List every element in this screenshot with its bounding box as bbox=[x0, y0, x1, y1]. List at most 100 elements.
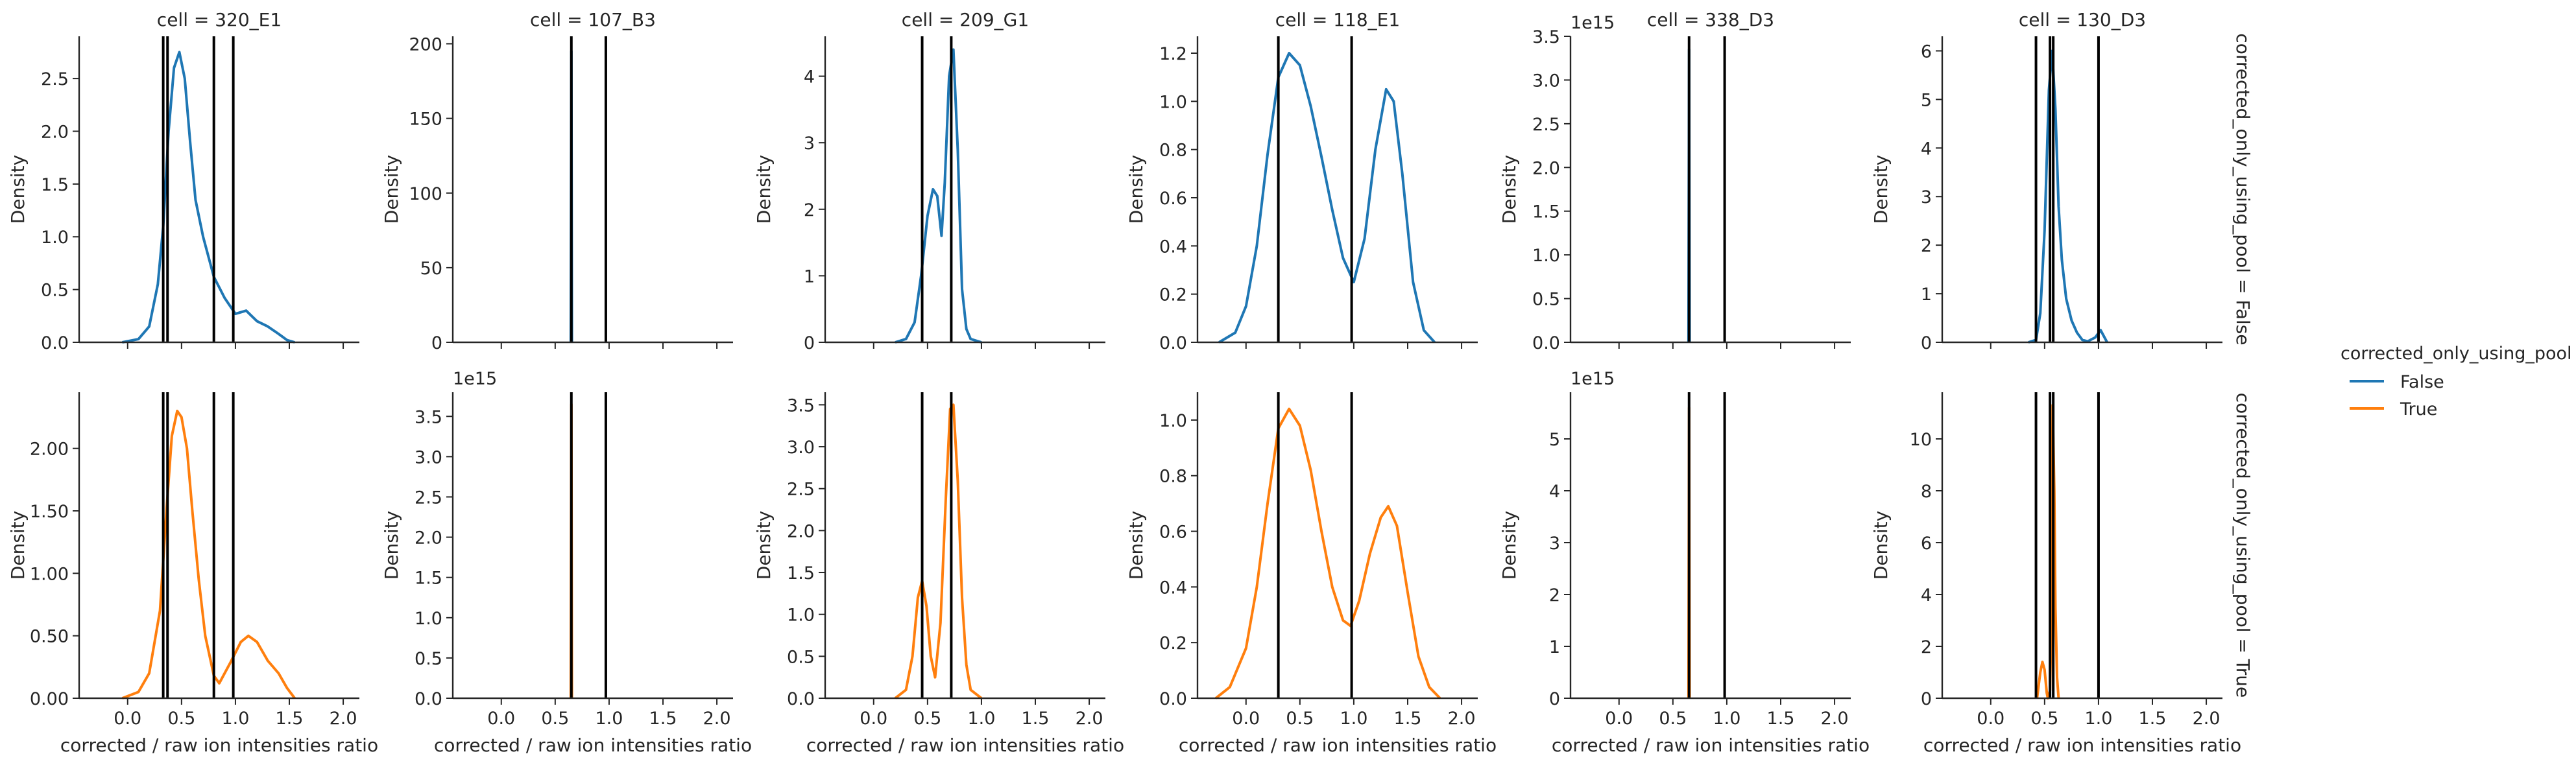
y-tick-label: 2.0 bbox=[787, 521, 815, 541]
y-tick-label: 100 bbox=[409, 184, 442, 204]
y-tick-label: 50 bbox=[420, 259, 442, 279]
y-tick-label: 1 bbox=[804, 266, 815, 287]
y-tick-label: 3.5 bbox=[787, 395, 815, 416]
y-tick-label: 2 bbox=[804, 200, 815, 220]
y-tick-label: 3.0 bbox=[787, 438, 815, 458]
y-tick-label: 3 bbox=[804, 134, 815, 154]
y-offset-label: 1e15 bbox=[1571, 13, 1615, 33]
panel-r0-c4: 0.0 0.5 1.0 1.5 2.0 2.5 3.0 3.5 Density 1e15 cell … bbox=[1499, 9, 1851, 353]
y-axis-label: Density bbox=[1125, 511, 1147, 580]
y-tick-label: 2 bbox=[1549, 585, 1560, 606]
y-tick-label: 3.0 bbox=[1532, 71, 1560, 91]
y-tick-label: 0 bbox=[804, 333, 815, 353]
x-tick-label: 0.0 bbox=[860, 709, 887, 729]
y-tick-label: 0.6 bbox=[1159, 523, 1187, 543]
y-tick-label: 1 bbox=[1549, 637, 1560, 657]
panel-r0-c0: 0.0 0.5 1.0 1.5 2.0 2.5 Density cell = 320_E1 bbox=[7, 9, 359, 353]
y-tick-label: 1.0 bbox=[1159, 92, 1187, 112]
x-tick-label: 0.5 bbox=[1659, 709, 1687, 729]
x-tick-label: 2.0 bbox=[330, 709, 357, 729]
y-tick-label: 200 bbox=[409, 35, 442, 55]
panel-r1-c3: 0.0 0.2 0.4 0.6 0.8 1.0 0.0 0.5 1.0 1.5 2.0 Density… bbox=[1125, 392, 1497, 756]
x-tick-label: 1.0 bbox=[2084, 709, 2112, 729]
x-tick-label: 1.0 bbox=[967, 709, 995, 729]
y-axis-label: Density bbox=[1499, 511, 1520, 580]
x-axis-label: corrected / raw ion intensities ratio bbox=[1552, 735, 1870, 756]
x-tick-label: 1.5 bbox=[1394, 709, 1422, 729]
density-curve-false bbox=[1218, 52, 1436, 344]
column-title: cell = 118_E1 bbox=[1275, 9, 1400, 30]
y-tick-label: 0.0 bbox=[1159, 333, 1187, 353]
x-tick-label: 0.0 bbox=[487, 709, 515, 729]
y-tick-label: 0.2 bbox=[1159, 633, 1187, 653]
y-tick-label: 1.2 bbox=[1159, 44, 1187, 64]
x-tick-label: 1.0 bbox=[1713, 709, 1740, 729]
density-curve-false bbox=[2028, 49, 2108, 344]
x-tick-label: 1.5 bbox=[1022, 709, 1050, 729]
x-tick-label: 1.5 bbox=[2139, 709, 2167, 729]
y-axis-label: Density bbox=[1125, 155, 1147, 224]
y-tick-label: 4 bbox=[1921, 585, 1932, 606]
y-tick-label: 2.0 bbox=[1532, 158, 1560, 178]
density-curve-false bbox=[122, 51, 295, 344]
x-tick-label: 2.0 bbox=[1076, 709, 1103, 729]
y-offset-label: 1e15 bbox=[453, 369, 497, 389]
y-tick-label: 1.0 bbox=[41, 228, 69, 248]
y-tick-label: 3 bbox=[1921, 187, 1932, 207]
y-tick-label: 4 bbox=[1921, 139, 1932, 159]
y-tick-label: 2.0 bbox=[41, 122, 69, 142]
x-axis-label: corrected / raw ion intensities ratio bbox=[434, 735, 752, 756]
y-tick-label: 0.0 bbox=[787, 689, 815, 709]
x-tick-label: 2.0 bbox=[1448, 709, 1476, 729]
x-tick-label: 0.0 bbox=[114, 709, 141, 729]
column-title: cell = 107_B3 bbox=[530, 9, 656, 30]
y-axis-label: Density bbox=[753, 511, 775, 580]
y-tick-label: 3.5 bbox=[1532, 27, 1560, 47]
y-tick-label: 2.5 bbox=[787, 480, 815, 500]
x-tick-label: 2.0 bbox=[1821, 709, 1849, 729]
legend: corrected_only_using_pool False True bbox=[2341, 344, 2572, 419]
y-tick-label: 5 bbox=[1921, 90, 1932, 110]
x-axis-label: corrected / raw ion intensities ratio bbox=[60, 735, 378, 756]
y-tick-label: 0 bbox=[1921, 333, 1932, 353]
panel-r1-c1: 0.0 0.5 1.0 1.5 2.0 2.5 3.0 3.5 0.0 0.5 1.0 1.5 2.0 D… bbox=[381, 369, 752, 756]
y-tick-label: 5 bbox=[1549, 430, 1560, 450]
x-tick-label: 0.5 bbox=[2030, 709, 2058, 729]
y-tick-label: 0 bbox=[1549, 689, 1560, 709]
y-tick-label: 2 bbox=[1921, 637, 1932, 657]
y-tick-label: 4 bbox=[1549, 482, 1560, 502]
y-tick-label: 0 bbox=[1921, 689, 1932, 709]
y-tick-label: 0.8 bbox=[1159, 141, 1187, 161]
y-tick-label: 2 bbox=[1921, 236, 1932, 256]
density-curve-false bbox=[895, 48, 982, 344]
y-tick-label: 0.8 bbox=[1159, 467, 1187, 487]
x-tick-label: 0.0 bbox=[1232, 709, 1260, 729]
y-tick-label: 0.4 bbox=[1159, 237, 1187, 257]
y-axis-label: Density bbox=[753, 155, 775, 224]
x-tick-label: 1.0 bbox=[1340, 709, 1367, 729]
y-tick-label: 0.00 bbox=[30, 689, 69, 709]
y-tick-label: 6 bbox=[1921, 41, 1932, 62]
x-tick-label: 0.5 bbox=[541, 709, 569, 729]
y-tick-label: 2.00 bbox=[30, 440, 69, 460]
panel-r1-c4: 0 1 2 3 4 5 0.0 0.5 1.0 1.5 2.0 Density corrected / … bbox=[1499, 369, 1870, 756]
y-tick-label: 1 bbox=[1921, 285, 1932, 305]
density-curve-true bbox=[1214, 407, 1441, 700]
x-tick-label: 0.5 bbox=[167, 709, 195, 729]
column-title: cell = 320_E1 bbox=[157, 9, 282, 30]
panel-r0-c1: 0 50 100 150 200 Density cell = 107_B3 bbox=[381, 9, 733, 353]
y-tick-label: 3.0 bbox=[415, 447, 442, 467]
y-tick-label: 1.0 bbox=[787, 606, 815, 626]
y-offset-label: 1e15 bbox=[1571, 369, 1615, 389]
y-tick-label: 1.00 bbox=[30, 564, 69, 584]
y-tick-label: 3 bbox=[1549, 534, 1560, 554]
y-tick-label: 8 bbox=[1921, 482, 1932, 502]
x-tick-label: 1.5 bbox=[649, 709, 677, 729]
legend-label-true: True bbox=[2400, 399, 2437, 419]
y-tick-label: 6 bbox=[1921, 534, 1932, 554]
panel-r0-c2: 0 1 2 3 4 Density cell = 209_G1 bbox=[753, 9, 1105, 353]
facet-grid: 0.0 0.5 1.0 1.5 2.0 2.5 Density cell = 320_E1 0 5… bbox=[7, 9, 2254, 756]
y-tick-label: 1.0 bbox=[1159, 411, 1187, 431]
x-tick-label: 0.5 bbox=[1286, 709, 1314, 729]
y-tick-label: 0.5 bbox=[41, 281, 69, 301]
